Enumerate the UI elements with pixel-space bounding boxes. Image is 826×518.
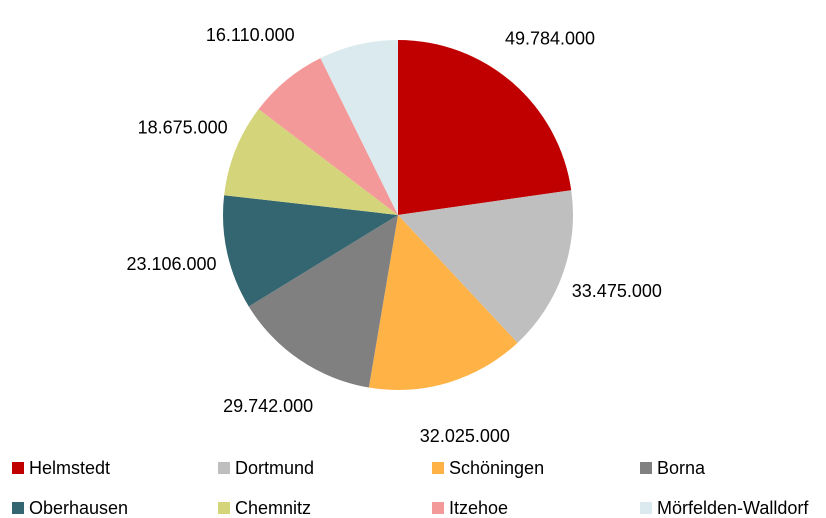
pie-slice	[258, 58, 398, 216]
pie-slice	[398, 190, 573, 343]
data-label: 23.106.000	[126, 254, 216, 274]
pie-slice	[398, 40, 572, 215]
data-label: 16.110.000	[206, 25, 295, 45]
pie-slice	[224, 109, 398, 215]
data-label: 32.025.000	[420, 426, 510, 446]
legend-swatch	[432, 462, 444, 474]
legend-swatch	[640, 502, 652, 514]
legend-swatch	[640, 462, 652, 474]
legend-label: Chemnitz	[235, 498, 311, 518]
legend-label: Oberhausen	[29, 498, 128, 518]
legend-label: Dortmund	[235, 458, 314, 478]
legend-label: Helmstedt	[29, 458, 110, 478]
legend-label: Mörfelden-Walldorf	[657, 498, 809, 518]
legend-label: Schöningen	[449, 458, 544, 478]
legend-swatch	[218, 462, 230, 474]
pie-slice	[368, 215, 518, 390]
data-label: 18.675.000	[138, 117, 228, 137]
legend-swatch	[218, 502, 230, 514]
legend-swatch	[12, 502, 24, 514]
data-label: 29.742.000	[223, 396, 313, 416]
legend-swatch	[432, 502, 444, 514]
legend-label: Itzehoe	[449, 498, 508, 518]
data-label: 49.784.000	[505, 28, 595, 48]
legend-swatch	[12, 462, 24, 474]
legend-label: Borna	[657, 458, 706, 478]
pie-slice	[320, 40, 398, 215]
pie-slice	[223, 195, 398, 307]
data-label: 33.475.000	[572, 281, 662, 301]
pie-slice	[248, 215, 398, 388]
